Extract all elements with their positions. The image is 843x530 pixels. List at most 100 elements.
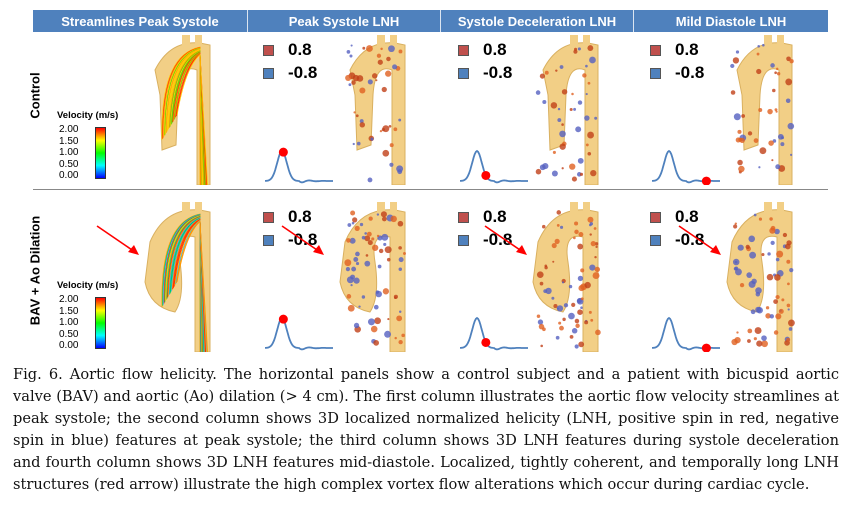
lnh-legend-positive: 0.8 — [650, 207, 699, 227]
negative-helicity-blob — [373, 304, 379, 310]
positive-helicity-blob — [571, 92, 574, 96]
branch-vessel — [583, 35, 590, 47]
positive-helicity-blob — [774, 108, 778, 112]
negative-helicity-blob — [770, 63, 775, 68]
positive-helicity-blob — [758, 108, 763, 113]
positive-helicity-blob — [753, 337, 757, 341]
positive-helicity-blob — [371, 244, 379, 251]
positive-helicity-blob — [733, 224, 738, 229]
negative-helicity-blob — [358, 305, 361, 308]
positive-helicity-blob — [353, 111, 356, 114]
tick: 2.00 — [59, 124, 79, 135]
tick: 1.50 — [59, 135, 79, 147]
negative-helicity-blob — [388, 45, 395, 53]
legend-swatch — [458, 44, 469, 56]
legend-value: 0.8 — [675, 207, 699, 226]
positive-helicity-blob — [587, 216, 594, 223]
positive-helicity-blob — [587, 131, 594, 139]
positive-helicity-blob — [359, 122, 365, 128]
flow-curve — [460, 149, 528, 184]
positive-helicity-blob — [730, 90, 736, 95]
positive-helicity-blob — [569, 163, 576, 170]
negative-helicity-blob — [559, 65, 564, 69]
red-arrow-icon — [281, 225, 324, 255]
negative-helicity-blob — [576, 298, 582, 304]
negative-helicity-blob — [775, 257, 780, 262]
negative-helicity-blob — [749, 251, 757, 259]
positive-helicity-blob — [571, 176, 577, 182]
positive-helicity-blob — [745, 244, 750, 250]
negative-helicity-blob — [575, 126, 582, 133]
negative-helicity-blob — [350, 274, 356, 280]
positive-helicity-blob — [558, 321, 562, 325]
velocity-colorbar — [95, 127, 106, 179]
positive-helicity-blob — [787, 319, 795, 327]
positive-helicity-blob — [776, 250, 784, 258]
negative-helicity-blob — [748, 235, 756, 243]
positive-helicity-blob — [396, 315, 403, 322]
branch-vessel — [377, 202, 385, 216]
legend-swatch — [263, 211, 274, 223]
streamline — [176, 220, 208, 352]
negative-helicity-blob — [568, 284, 573, 289]
branch-vessel — [777, 202, 784, 214]
positive-helicity-blob — [734, 222, 737, 225]
legend-swatch — [263, 234, 274, 246]
positive-helicity-blob — [781, 298, 785, 302]
legend-swatch — [458, 211, 469, 223]
velocity-legend-control: Velocity (m/s) 2.00 1.50 1.00 0.50 0.00 — [57, 110, 119, 184]
positive-helicity-blob — [355, 114, 359, 118]
negative-helicity-blob — [542, 99, 547, 104]
positive-helicity-blob — [365, 254, 369, 257]
positive-helicity-blob — [738, 137, 743, 142]
positive-helicity-blob — [386, 56, 391, 62]
negative-helicity-blob — [557, 118, 562, 122]
positive-helicity-blob — [786, 56, 791, 62]
negative-helicity-blob — [345, 267, 351, 272]
negative-helicity-blob — [370, 137, 374, 141]
branch-vessel — [570, 35, 578, 49]
velocity-legend-title: Velocity (m/s) — [57, 280, 119, 291]
lnh-legend-negative: -0.8 — [650, 63, 704, 83]
positive-helicity-blob — [739, 282, 745, 288]
positive-helicity-blob — [389, 143, 394, 148]
header-mild-diastole-lnh: Mild Diastole LNH — [634, 10, 828, 32]
negative-helicity-blob — [746, 272, 753, 278]
positive-helicity-blob — [371, 73, 378, 79]
positive-helicity-blob — [377, 59, 383, 65]
negative-helicity-blob — [580, 306, 583, 309]
branch-vessel — [583, 202, 590, 214]
positive-helicity-blob — [371, 237, 375, 241]
negative-helicity-blob — [352, 142, 355, 146]
positive-helicity-blob — [590, 318, 594, 322]
positive-helicity-blob — [364, 235, 371, 242]
positive-helicity-blob — [544, 264, 548, 268]
header-peak-systole-lnh: Peak Systole LNH — [248, 10, 441, 32]
legend-value: 0.8 — [288, 40, 312, 59]
flow-curve — [652, 149, 720, 184]
positive-helicity-blob — [379, 129, 383, 133]
positive-helicity-blob — [398, 49, 403, 54]
negative-helicity-blob — [349, 54, 353, 58]
negative-helicity-blob — [537, 319, 544, 325]
positive-helicity-blob — [552, 150, 556, 154]
positive-helicity-blob — [747, 328, 753, 334]
positive-helicity-blob — [380, 47, 383, 51]
cardiac-cycle-waveform-mid-diastole — [652, 149, 720, 185]
negative-helicity-blob — [384, 330, 392, 338]
positive-helicity-blob — [354, 225, 360, 231]
positive-helicity-blob — [376, 234, 380, 238]
lnh-aorta-render — [345, 35, 406, 185]
positive-helicity-blob — [594, 255, 597, 259]
positive-helicity-blob — [571, 302, 576, 307]
positive-helicity-blob — [542, 224, 546, 229]
positive-helicity-blob — [350, 210, 356, 216]
lnh-legend-positive: 0.8 — [650, 40, 699, 60]
negative-helicity-blob — [361, 295, 366, 299]
positive-helicity-blob — [756, 68, 762, 75]
streamline — [176, 53, 208, 185]
negative-helicity-blob — [355, 261, 360, 266]
negative-helicity-blob — [751, 278, 757, 284]
negative-helicity-blob — [359, 119, 364, 124]
positive-helicity-blob — [375, 79, 378, 82]
